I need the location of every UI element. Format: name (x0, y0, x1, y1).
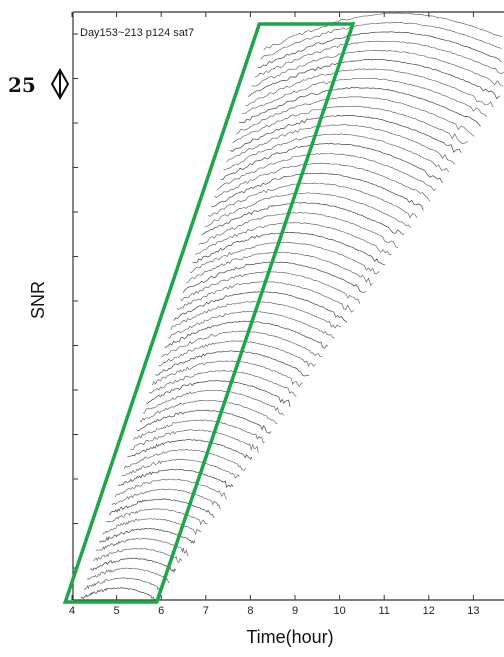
snr-trace (123, 449, 246, 471)
snr-trace (96, 537, 189, 556)
snr-trace (242, 77, 488, 117)
scale-bar-shape (50, 67, 70, 101)
x-tick-label: 8 (247, 605, 253, 617)
x-tick-label: 13 (467, 605, 479, 617)
snr-trace (167, 310, 335, 339)
snr-trace (198, 212, 399, 248)
snr-trace (151, 360, 303, 387)
snr-trace (80, 587, 157, 601)
x-tick-label: 9 (292, 605, 298, 617)
snr-trace (254, 40, 504, 78)
snr-trace (158, 340, 316, 367)
snr-trace (245, 68, 494, 108)
snr-trace (192, 232, 386, 266)
x-tick-labels: 4 5 6 7 8 9 10 11 12 13 (69, 605, 480, 617)
snr-trace (127, 439, 253, 460)
x-tick-label: 4 (69, 605, 75, 617)
plot-axes (71, 11, 504, 601)
snr-trace (214, 162, 431, 202)
snr-trace (204, 192, 411, 228)
snr-trace (201, 202, 405, 236)
snr-trace (217, 152, 437, 192)
snr-trace (189, 241, 380, 275)
snr-trace (186, 251, 373, 286)
x-tick-label: 5 (114, 605, 120, 617)
scale-bar-label: 25 (8, 73, 36, 97)
snr-trace (155, 350, 310, 377)
snr-trace (90, 557, 177, 573)
snr-trace (145, 380, 291, 408)
snr-trace (105, 508, 208, 526)
snr-trace (118, 468, 234, 489)
snr-trace (232, 105, 469, 144)
snr-trace (114, 478, 227, 500)
scale-bar-icon (50, 67, 70, 101)
highlight-box (62, 22, 356, 604)
chart-title: Day153~213 p124 sat7 (80, 27, 194, 39)
snr-trace (182, 261, 367, 293)
snr-trace (211, 172, 424, 211)
snr-trace (195, 222, 392, 256)
snr-trace (170, 300, 342, 330)
y-axis-label: SNR (28, 281, 48, 319)
x-tick-label: 11 (378, 605, 389, 617)
snr-trace (260, 22, 502, 60)
snr-trace (108, 498, 215, 519)
x-tick-label: 7 (203, 605, 209, 617)
x-tick-label: 10 (333, 605, 345, 617)
snr-trace (238, 86, 481, 127)
snr-trace (223, 133, 450, 173)
snr-trace (161, 330, 322, 358)
snr-trace (93, 547, 183, 563)
x-tick-label: 12 (423, 605, 435, 617)
snr-trace (102, 518, 202, 536)
snr-trace (257, 31, 502, 69)
snr-trace (136, 409, 272, 434)
snr-trace (148, 370, 297, 397)
snr-trace (133, 419, 265, 444)
snr-trace (121, 459, 240, 479)
snr-trace (229, 115, 462, 154)
snr-trace (220, 143, 443, 184)
x-tick-label: 6 (158, 605, 164, 617)
snr-trace (139, 399, 278, 425)
snr-trace (226, 124, 456, 165)
snr-traces (80, 12, 504, 601)
snr-trace (142, 389, 284, 416)
snr-trace (207, 182, 418, 219)
snr-trace (111, 488, 221, 510)
snr-trace (164, 320, 329, 349)
snr-trace (179, 271, 361, 304)
snr-trace (263, 12, 502, 51)
snr-trace (83, 577, 164, 591)
snr-trace (86, 567, 170, 584)
snr-trace (235, 96, 475, 137)
snr-trace (251, 50, 504, 87)
snr-trace (130, 429, 259, 453)
x-axis-label: Time(hour) (246, 627, 333, 647)
snr-trace (248, 59, 500, 100)
